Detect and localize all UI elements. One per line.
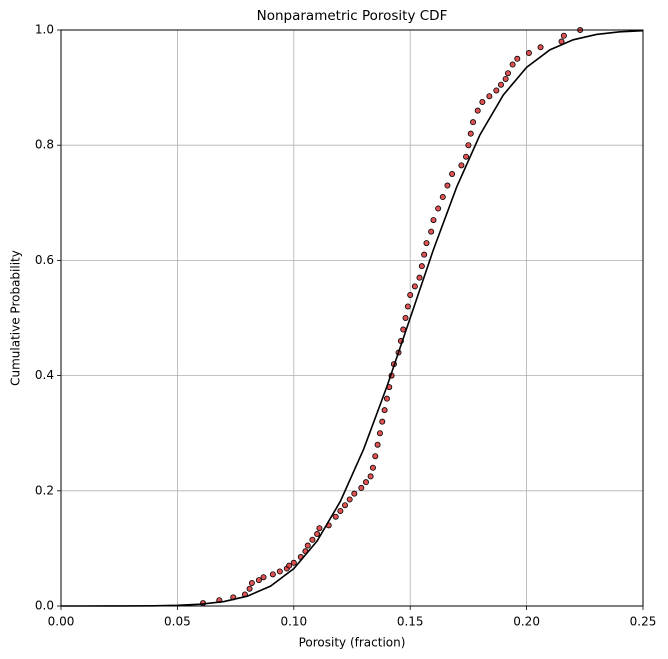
data-point	[358, 484, 365, 491]
data-point	[560, 32, 567, 39]
y-axis-label: Cumulative Probability	[9, 250, 23, 386]
cdf-line	[60, 29, 644, 607]
data-point	[449, 170, 456, 177]
data-point	[411, 283, 418, 290]
x-tick-label: 0.20	[513, 615, 540, 629]
data-point	[304, 542, 311, 549]
data-point	[342, 502, 349, 509]
data-point	[362, 479, 369, 486]
data-point	[504, 70, 511, 77]
data-point	[337, 507, 344, 514]
data-point	[383, 395, 390, 402]
data-point	[430, 217, 437, 224]
data-point	[428, 228, 435, 235]
data-point	[379, 418, 386, 425]
data-point	[474, 107, 481, 114]
data-point	[439, 194, 446, 201]
data-point	[479, 99, 486, 106]
data-point	[444, 182, 451, 189]
data-point	[260, 574, 267, 581]
data-point	[470, 119, 477, 126]
y-tick-label: 0.2	[35, 483, 54, 497]
data-point	[525, 50, 532, 57]
data-point	[346, 496, 353, 503]
data-point	[493, 87, 500, 94]
data-point	[486, 93, 493, 100]
data-point	[372, 453, 379, 460]
data-point	[381, 407, 388, 414]
data-point	[374, 441, 381, 448]
data-point	[276, 568, 283, 575]
y-tick-label: 0.4	[35, 368, 54, 382]
y-tick-label: 0.8	[35, 138, 54, 152]
x-tick-label: 0.10	[280, 615, 307, 629]
data-point	[537, 44, 544, 51]
x-tick-label: 0.15	[397, 615, 424, 629]
data-point	[423, 240, 430, 247]
data-point	[314, 531, 321, 538]
data-point	[463, 153, 470, 160]
data-point	[416, 274, 423, 281]
data-point	[316, 525, 323, 532]
chart-title: Nonparametric Porosity CDF	[257, 8, 448, 24]
data-point	[435, 205, 442, 212]
data-point	[290, 559, 297, 566]
x-axis-label: Porosity (fraction)	[299, 636, 406, 650]
data-point	[467, 130, 474, 137]
data-point	[514, 55, 521, 62]
data-point	[402, 314, 409, 321]
data-point	[309, 536, 316, 543]
plot-frame	[60, 29, 644, 607]
x-tick-label: 0.25	[630, 615, 657, 629]
y-tick-label: 0.6	[35, 253, 54, 267]
data-point	[351, 490, 358, 497]
data-point	[404, 303, 411, 310]
data-point	[332, 513, 339, 520]
data-point	[421, 251, 428, 258]
x-tick-label: 0.05	[164, 615, 191, 629]
data-point	[248, 579, 255, 586]
data-point	[255, 577, 262, 584]
data-point	[458, 162, 465, 169]
data-point	[497, 81, 504, 88]
y-tick-label: 0.0	[35, 599, 54, 613]
data-point	[509, 61, 516, 68]
data-point	[367, 473, 374, 480]
data-point	[269, 571, 276, 578]
data-point	[407, 291, 414, 298]
y-tick-label: 1.0	[35, 23, 54, 37]
data-point	[465, 142, 472, 149]
data-point	[502, 75, 509, 82]
data-point	[369, 464, 376, 471]
data-point	[286, 562, 293, 569]
x-tick-label: 0.00	[48, 615, 75, 629]
data-point	[376, 430, 383, 437]
data-point	[246, 585, 253, 592]
data-point	[418, 263, 425, 270]
